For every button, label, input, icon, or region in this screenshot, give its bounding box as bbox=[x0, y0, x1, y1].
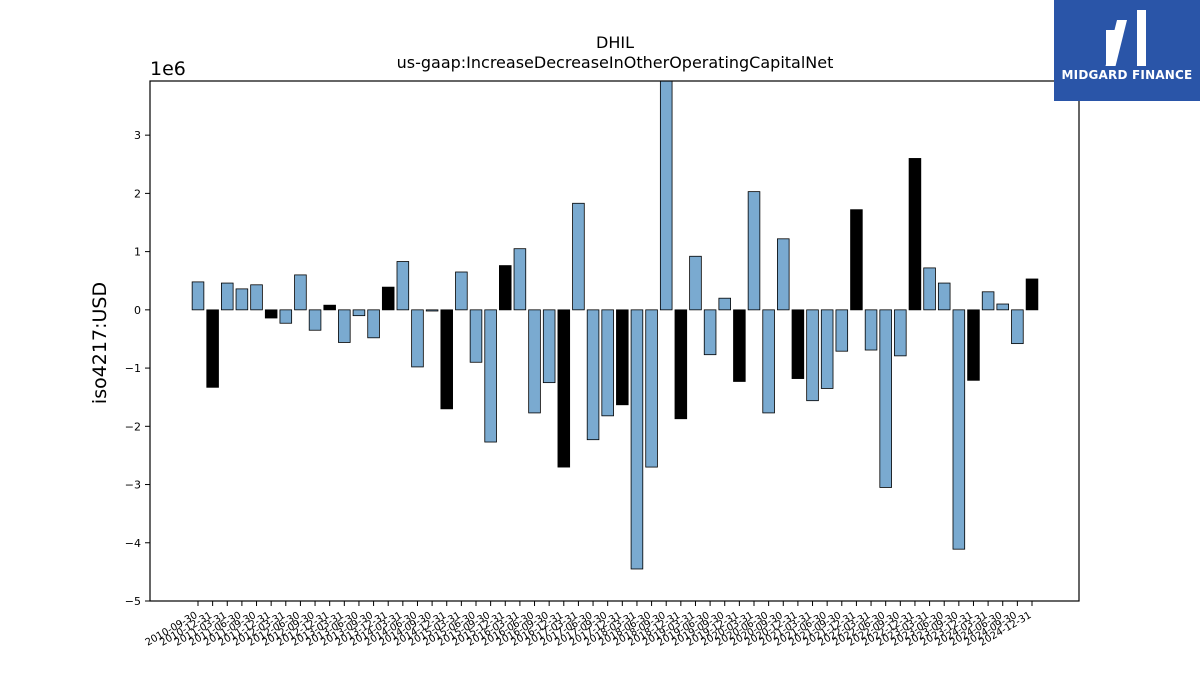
y-scale-label: 1e6 bbox=[150, 58, 186, 80]
bar-2023-09-30 bbox=[952, 309, 966, 550]
bar-2018-09-30 bbox=[659, 80, 673, 311]
y-ticks-group: −5 −4 −3 −2 −1 0 1 2 3 bbox=[125, 129, 150, 608]
bar-2023-03-31 bbox=[923, 267, 936, 311]
bar-2021-06-30 bbox=[820, 309, 834, 389]
bar-2015-12-31 bbox=[499, 265, 512, 311]
bar-2019-09-30 bbox=[718, 297, 731, 311]
bar-2021-09-30 bbox=[835, 309, 849, 352]
bar-2023-12-31 bbox=[967, 309, 980, 381]
bar-2022-12-31 bbox=[908, 158, 922, 311]
bar-2018-06-30 bbox=[645, 309, 658, 468]
bar-2017-09-30 bbox=[601, 309, 614, 417]
bar-2015-09-30 bbox=[484, 309, 497, 443]
bar-2012-06-30 bbox=[294, 274, 307, 311]
chart-title: DHIL bbox=[596, 33, 634, 52]
bar-2014-09-30 bbox=[425, 309, 439, 312]
bar-2011-09-30 bbox=[250, 284, 263, 311]
bar-2024-12-31 bbox=[1025, 278, 1039, 311]
bar-2022-03-31 bbox=[864, 309, 878, 351]
bar-2011-03-31 bbox=[221, 282, 234, 311]
bar-2012-12-31 bbox=[323, 304, 336, 311]
bar-2020-12-31 bbox=[791, 309, 805, 379]
y-tick-label: 3 bbox=[134, 129, 141, 142]
bar-2010-09-30 bbox=[191, 281, 205, 311]
bar-2017-03-31 bbox=[572, 202, 585, 311]
bar-2014-06-30 bbox=[411, 309, 424, 368]
bar-2023-06-30 bbox=[937, 282, 951, 311]
y-tick-label: 1 bbox=[134, 246, 141, 259]
bar-2018-12-31 bbox=[674, 309, 688, 420]
bar-2019-12-31 bbox=[733, 309, 746, 382]
y-tick-label: 0 bbox=[134, 304, 141, 317]
x-ticks-group: 2010-09-302010-12-312011-03-312011-06-30… bbox=[144, 601, 1034, 649]
y-axis-label: iso4217:USD bbox=[89, 282, 111, 404]
bar-2013-09-30 bbox=[367, 309, 380, 339]
bar-2012-09-30 bbox=[308, 309, 322, 331]
bar-2014-03-31 bbox=[396, 261, 410, 311]
bar-2016-03-31 bbox=[513, 248, 527, 311]
bar-2024-09-30 bbox=[1011, 309, 1024, 345]
bar-2016-09-30 bbox=[542, 309, 556, 384]
bar-2014-12-31 bbox=[440, 309, 453, 410]
bar-2015-03-31 bbox=[455, 271, 468, 311]
bar-2020-03-31 bbox=[747, 191, 761, 311]
bar-2018-03-31 bbox=[630, 309, 644, 570]
bar-2015-06-30 bbox=[469, 309, 483, 363]
bar-2021-03-31 bbox=[806, 309, 819, 402]
y-tick-label: −5 bbox=[125, 595, 141, 608]
midgard-logo-mark-icon bbox=[1105, 10, 1146, 66]
y-tick-label: −1 bbox=[125, 362, 141, 375]
bar-2013-06-30 bbox=[352, 309, 366, 317]
bar-2016-06-30 bbox=[528, 309, 541, 414]
y-tick-label: −2 bbox=[125, 420, 141, 433]
bar-2022-09-30 bbox=[894, 309, 907, 357]
logo-text: MIDGARD FINANCE bbox=[1061, 68, 1193, 82]
bar-2020-06-30 bbox=[762, 309, 775, 414]
y-tick-label: −4 bbox=[125, 537, 141, 550]
bar-2010-12-31 bbox=[206, 309, 219, 388]
bar-2016-12-31 bbox=[557, 309, 571, 468]
chart-subtitle: us-gaap:IncreaseDecreaseInOtherOperating… bbox=[397, 53, 834, 72]
bar-2020-09-30 bbox=[777, 238, 790, 311]
bar-2024-06-30 bbox=[996, 303, 1009, 311]
y-tick-label: 2 bbox=[134, 187, 141, 200]
bar-2024-03-31 bbox=[981, 291, 995, 311]
bar-2017-06-30 bbox=[586, 309, 600, 441]
bar-2019-03-31 bbox=[689, 255, 702, 311]
y-tick-label: −3 bbox=[125, 479, 141, 492]
bar-2013-03-31 bbox=[338, 309, 351, 343]
bar-2021-12-31 bbox=[850, 209, 863, 311]
bar-2011-12-31 bbox=[264, 309, 278, 319]
bar-2019-06-30 bbox=[703, 309, 717, 356]
bar-2017-12-31 bbox=[616, 309, 629, 406]
bar-2011-06-30 bbox=[235, 288, 249, 311]
brand-logo: MIDGARD FINANCE bbox=[1054, 0, 1200, 101]
plot-frame bbox=[149, 80, 1080, 602]
bar-2013-12-31 bbox=[381, 286, 395, 311]
bars-group bbox=[191, 80, 1039, 570]
bar-2022-06-30 bbox=[879, 309, 892, 488]
bar-2012-03-31 bbox=[279, 309, 293, 324]
